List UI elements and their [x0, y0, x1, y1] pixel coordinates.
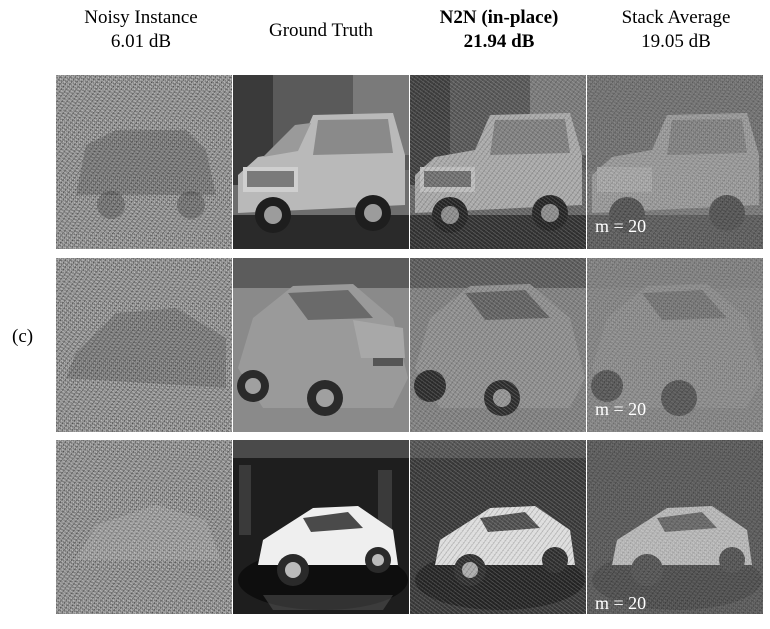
column-header-stack: Stack Average 19.05 dB	[587, 6, 765, 54]
stack-average-image-coupe: m = 20	[587, 440, 763, 614]
stack-average-image-suv: m = 20	[587, 75, 763, 249]
stack-count-label-row3: m = 20	[595, 593, 647, 613]
n2n-image-suv	[410, 75, 586, 249]
n2n-image-coupe	[410, 440, 586, 614]
column-header-noisy: Noisy Instance 6.01 dB	[52, 6, 230, 54]
stack-title: Stack Average	[621, 7, 731, 28]
stack-count-label-row1: m = 20	[595, 216, 647, 236]
stack-average-image-sedan: m = 20	[587, 258, 763, 432]
noisy-psnr: 6.01 dB	[110, 31, 172, 52]
ground-truth-image-coupe	[233, 440, 409, 614]
ground-truth-image-suv	[233, 75, 409, 249]
column-header-ground-truth: Ground Truth	[232, 6, 410, 43]
n2n-image-sedan	[410, 258, 586, 432]
ground-truth-image-sedan	[233, 258, 409, 432]
noisy-title: Noisy Instance	[84, 7, 198, 28]
panel-label: (c)	[12, 326, 34, 347]
noisy-image-coupe	[56, 440, 232, 614]
n2n-psnr: 21.94 dB	[463, 31, 535, 52]
noisy-image-suv	[56, 75, 232, 249]
noisy-image-sedan	[56, 258, 232, 432]
stack-count-label-row2: m = 20	[595, 399, 647, 419]
column-header-n2n: N2N (in-place) 21.94 dB	[410, 6, 588, 54]
stack-psnr: 19.05 dB	[641, 31, 711, 52]
n2n-title: N2N (in-place)	[439, 7, 559, 28]
ground-truth-title: Ground Truth	[269, 20, 373, 41]
